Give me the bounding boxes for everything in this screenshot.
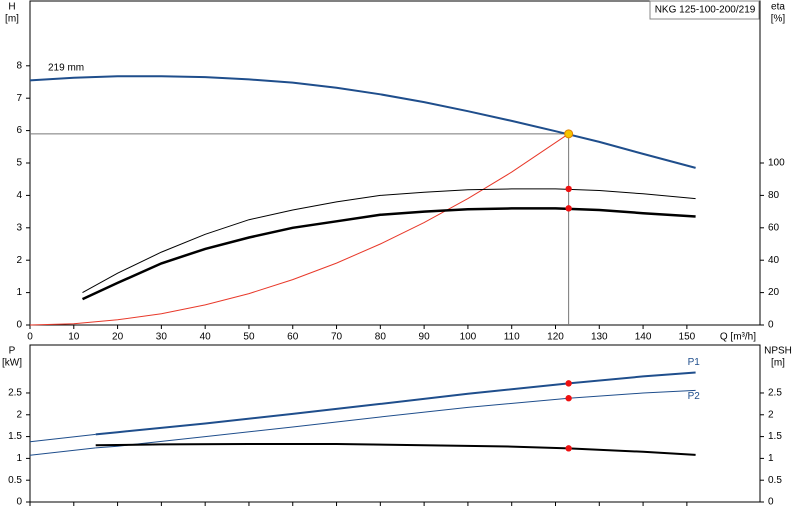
y2-axis-label: eta [771, 2, 785, 13]
curve [29, 75, 696, 169]
y-tick-label: 0 [16, 497, 22, 508]
x-tick-label: 0 [27, 332, 33, 343]
x-tick-label: 100 [460, 332, 477, 343]
y2-tick-label: 2.5 [768, 388, 782, 399]
y-tick-label: 0 [16, 320, 22, 331]
y-axis-label: H [8, 2, 15, 13]
y2-tick-label: 40 [768, 255, 780, 266]
operating-point [565, 395, 572, 402]
y-tick-label: 8 [16, 60, 22, 71]
y-tick-label: 2 [16, 409, 22, 420]
curve-annotation: 219 mm [48, 63, 84, 74]
x-tick-label: 10 [68, 332, 80, 343]
x-tick-label: 130 [591, 332, 608, 343]
legend-label: P2 [688, 391, 701, 402]
y2-tick-label: 0 [768, 497, 774, 508]
chart-title: NKG 125-100-200/219 [655, 5, 756, 16]
y-tick-label: 0.5 [8, 475, 22, 486]
x-axis-label: Q [m³/h] [720, 332, 756, 343]
y-axis-unit: [m] [5, 14, 19, 25]
y2-tick-label: 0.5 [768, 475, 782, 486]
x-tick-label: 40 [200, 332, 212, 343]
x-tick-label: 120 [547, 332, 564, 343]
y-tick-label: 4 [16, 190, 22, 201]
plot-frame [29, 344, 761, 503]
x-tick-label: 60 [287, 332, 299, 343]
x-tick-label: 70 [331, 332, 343, 343]
x-tick-label: 90 [419, 332, 431, 343]
y-tick-label: 5 [16, 158, 22, 169]
operating-point [565, 185, 572, 193]
y-tick-label: 1.5 [8, 431, 22, 442]
y2-tick-label: 1.5 [768, 431, 782, 442]
x-tick-label: 140 [635, 332, 652, 343]
curve-extension [29, 447, 96, 456]
y2-axis-label: NPSH [764, 346, 792, 357]
y2-tick-label: 80 [768, 190, 780, 201]
y2-tick-label: 0 [768, 320, 774, 331]
legend-label: P1 [688, 357, 701, 368]
operating-point [565, 445, 572, 452]
y-tick-label: 1 [16, 287, 22, 298]
operating-point [565, 205, 572, 212]
curve [29, 133, 569, 326]
y-tick-label: 2 [16, 255, 22, 266]
y2-axis-unit: [%] [771, 14, 786, 25]
curve [81, 207, 696, 301]
x-tick-label: 30 [156, 332, 168, 343]
curve [82, 188, 696, 294]
curve [95, 371, 696, 436]
y-tick-label: 6 [16, 125, 22, 136]
y2-tick-label: 2 [768, 409, 774, 420]
operating-point [564, 129, 574, 139]
y-tick-label: 3 [16, 222, 22, 233]
x-tick-label: 50 [243, 332, 255, 343]
x-tick-label: 150 [679, 332, 696, 343]
curve [95, 443, 696, 456]
x-tick-label: 80 [375, 332, 387, 343]
curve [95, 389, 696, 449]
y-tick-label: 7 [16, 93, 22, 104]
curve-extension [29, 433, 96, 443]
operating-point [565, 380, 572, 387]
plot-frame [29, 0, 761, 326]
y2-axis-unit: [m] [771, 358, 785, 369]
y2-tick-label: 60 [768, 222, 780, 233]
y-axis-label: P [9, 346, 16, 357]
title-box [649, 0, 760, 20]
y-tick-label: 2.5 [8, 388, 22, 399]
y-axis-unit: [kW] [2, 358, 22, 369]
y2-tick-label: 20 [768, 287, 780, 298]
y2-tick-label: 1 [768, 453, 774, 464]
x-tick-label: 20 [112, 332, 124, 343]
x-tick-label: 110 [504, 332, 520, 343]
y2-tick-label: 100 [768, 158, 785, 169]
y-tick-label: 1 [16, 453, 22, 464]
